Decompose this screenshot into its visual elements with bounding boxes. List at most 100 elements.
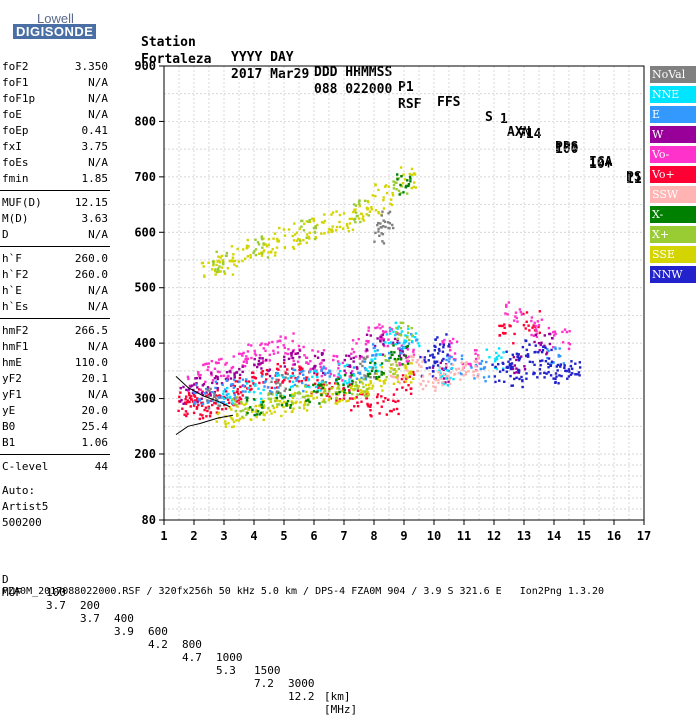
data-point-sse [241,248,245,251]
data-point-sse [221,258,225,262]
data-point-sse [358,217,361,220]
data-point-x- [337,377,341,381]
data-point-x- [267,392,271,395]
data-point-vo- [186,375,190,379]
data-point-vo- [364,343,368,346]
data-point-vo- [187,377,190,381]
data-point-vo- [524,327,527,330]
data-point-vo- [261,370,264,373]
data-point-vo- [401,374,405,377]
data-point-nne [449,376,452,380]
data-point-vo- [320,387,323,390]
data-point-x- [269,397,273,401]
data-point-e [300,381,304,385]
data-point-e [447,360,451,363]
data-point-x- [392,368,396,371]
data-point-w [513,364,517,367]
data-point-sse [237,419,241,422]
data-point-nnw [498,379,501,382]
data-point-e [388,351,391,355]
data-point-nne [315,385,318,389]
data-point-nne [365,368,368,371]
data-point-x- [362,377,366,381]
data-point-x- [359,220,362,224]
data-point-w [511,367,515,371]
data-point-w [216,377,219,381]
data-point-x- [366,387,369,391]
data-point-vo- [287,348,290,351]
data-point-nne [497,354,500,357]
data-point-x- [392,180,395,183]
data-point-x- [354,381,358,384]
data-point-vo- [277,368,280,371]
data-point-vo- [390,410,393,413]
param-row-foep: foEp 0.41 [2,124,108,140]
data-point-nne [289,374,292,378]
data-point-vo- [512,342,515,345]
data-point-x- [235,396,239,399]
data-point-sse [377,210,380,214]
data-point-nnw [555,365,558,368]
data-point-e [295,377,299,381]
data-point-vo- [223,403,226,407]
data-point-x- [285,404,288,407]
data-point-x- [320,393,323,397]
data-point-vo- [540,318,544,321]
data-point-sse [240,402,244,405]
data-point-sse [404,364,407,367]
data-point-nnw [442,343,446,347]
data-point-sse [291,234,294,238]
data-point-x- [253,249,256,253]
data-point-w [214,375,218,378]
data-point-sse [305,390,308,394]
data-point-x- [303,385,307,388]
data-point-nne [275,374,279,378]
data-point-nnw [506,366,510,369]
y-tick-label: 900 [134,59,156,73]
data-point-nnw [505,366,508,369]
data-point-nne [405,339,408,343]
data-point-e [324,372,327,375]
data-point-sse [350,217,354,221]
data-point-sse [228,406,232,409]
data-point-vo- [266,372,269,376]
data-point-vo- [378,412,381,415]
param-row-foes: foEs N/A [2,156,108,172]
data-point-ssw [440,377,443,381]
data-point-nne [402,342,405,345]
data-point-ssw [402,376,405,379]
data-point-w [241,370,244,374]
data-point-nnw [515,376,518,379]
data-point-ssw [472,370,475,374]
data-point-vo- [261,373,264,376]
data-point-nnw [419,355,422,359]
data-point-e [547,349,550,353]
data-point-e [557,353,560,357]
data-point-noval [205,399,209,402]
data-point-sse [353,210,356,213]
data-point-x- [380,373,383,376]
data-point-ssw [445,364,448,367]
data-point-nnw [526,354,530,357]
data-point-x- [319,383,323,386]
data-point-vo- [226,398,230,401]
data-point-noval [214,397,218,400]
data-point-w [241,365,244,368]
data-point-e [357,371,360,375]
data-point-x- [408,175,412,179]
data-point-noval [361,364,364,368]
data-point-sse [215,263,218,267]
data-point-nne [262,388,265,392]
data-point-sse [382,199,385,202]
data-point-x- [409,180,412,183]
x-tick-label: 17 [637,529,651,543]
data-point-vo- [259,343,262,347]
data-point-ssw [455,367,458,371]
data-point-vo- [207,393,210,396]
data-point-vo- [188,400,191,404]
data-point-vo- [296,360,300,363]
data-point-e [201,402,205,406]
y-tick-label: 200 [134,447,156,461]
param-separator [0,246,110,247]
data-point-vo- [213,367,217,370]
